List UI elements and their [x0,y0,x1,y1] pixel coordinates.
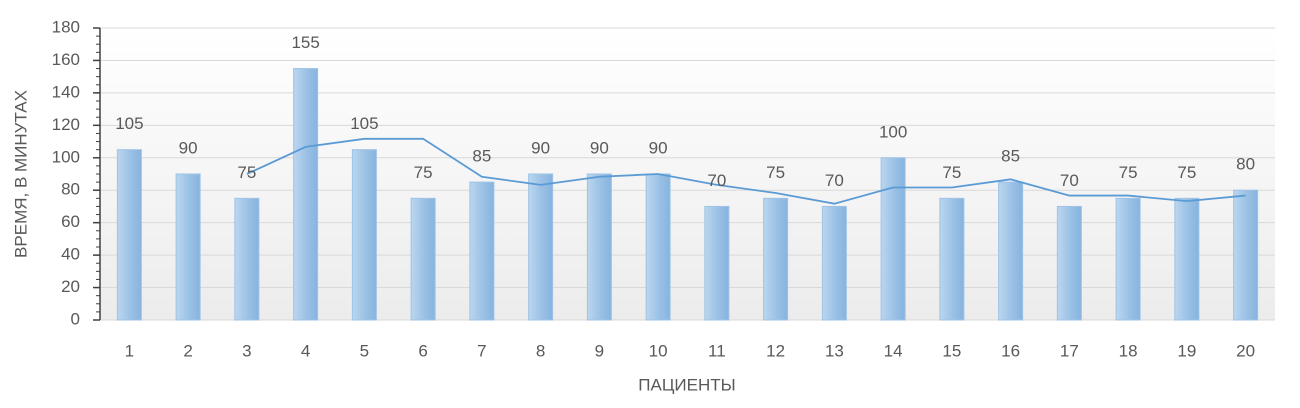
x-tick-label: 12 [766,341,785,360]
data-label: 90 [649,138,668,157]
bar [175,173,201,321]
x-tick-label: 17 [1060,341,1079,360]
data-label: 90 [531,138,550,157]
data-label: 85 [472,147,491,166]
data-label: 80 [1236,155,1255,174]
x-tick-label: 15 [942,341,961,360]
data-label: 70 [825,171,844,190]
data-label: 70 [707,171,726,190]
y-tick-label: 140 [52,82,80,101]
bar [998,181,1024,321]
bar [469,181,495,321]
x-tick-label: 18 [1119,341,1138,360]
data-label: 105 [350,114,378,133]
x-tick-label: 16 [1001,341,1020,360]
x-tick-label: 19 [1177,341,1196,360]
x-tick-label: 10 [649,341,668,360]
bar [880,157,906,321]
line [246,137,1246,205]
x-tick-label: 5 [360,341,369,360]
bar [1056,205,1082,321]
x-tick-label: 13 [825,341,844,360]
data-label: 100 [879,122,907,141]
plot-area [100,28,1275,320]
x-tick-label: 11 [708,341,726,360]
data-label: 70 [1060,171,1079,190]
bar [528,173,554,321]
bar [939,197,965,321]
y-tick-label: 80 [61,180,80,199]
x-tick-label: 8 [536,341,545,360]
y-tick-label: 100 [52,147,80,166]
bar [116,149,142,321]
data-label: 105 [115,114,143,133]
bar [1115,197,1141,321]
data-label: 75 [766,163,785,182]
x-tick-label: 20 [1236,341,1255,360]
bar [410,197,436,321]
y-tick-label: 180 [52,17,80,36]
x-tick-label: 3 [242,341,251,360]
bar [645,173,671,321]
y-tick-label: 40 [61,245,80,264]
data-label: 75 [942,163,961,182]
data-label: 75 [414,163,433,182]
bar [763,197,789,321]
x-tick-label: 14 [884,341,903,360]
x-tick-label: 2 [183,341,192,360]
y-tick-label: 160 [52,50,80,69]
x-tick-label: 7 [477,341,486,360]
data-label: 90 [590,138,609,157]
data-label: 75 [237,163,256,182]
bar [1174,197,1200,321]
x-tick-label: 6 [418,341,427,360]
y-tick-label: 120 [52,115,80,134]
bar [1233,189,1259,321]
x-tick-label: 4 [301,341,310,360]
y-tick-label: 60 [61,212,80,231]
x-axis-title: ПАЦИЕНТЫ [638,375,735,394]
x-tick-label: 9 [595,341,604,360]
bar [586,173,612,321]
bar [293,68,319,321]
x-tick-label: 1 [125,341,134,360]
data-label: 90 [179,138,198,157]
bar [234,197,260,321]
y-tick-label: 0 [71,309,80,328]
y-tick-label: 20 [61,277,80,296]
data-label: 85 [1001,147,1020,166]
data-label: 75 [1119,163,1138,182]
data-label: 155 [291,33,319,52]
y-axis-title: ВРЕМЯ, В МИНУТАХ [11,90,30,258]
data-label: 75 [1177,163,1196,182]
bar [351,149,377,321]
bar [704,205,730,321]
bar [821,205,847,321]
